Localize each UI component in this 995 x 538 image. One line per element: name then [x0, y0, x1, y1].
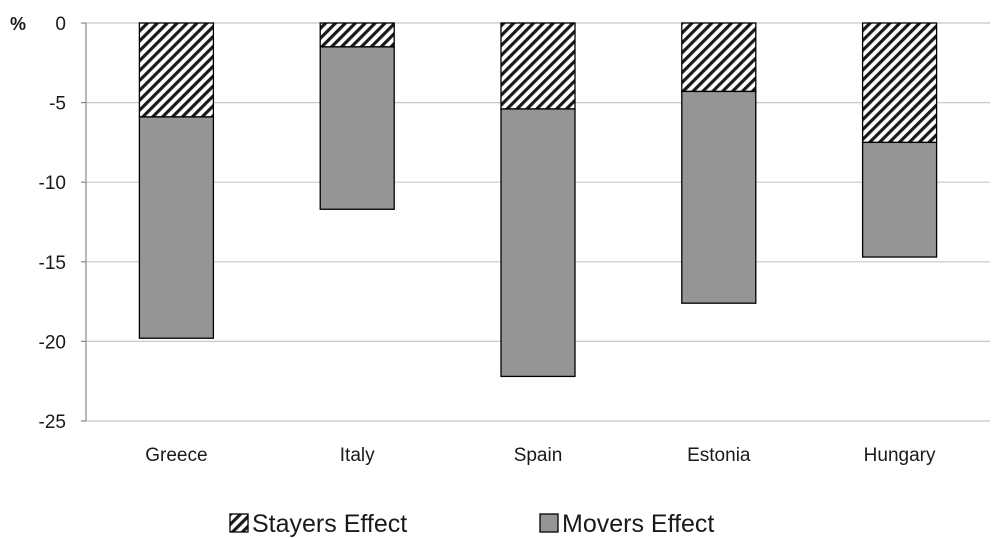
legend: Stayers Effect Movers Effect [229, 510, 714, 538]
bars [138, 22, 938, 378]
y-tick-label: -10 [39, 173, 66, 194]
stayers-effect-bar-spain [500, 22, 576, 110]
y-tick-label: -15 [39, 253, 66, 274]
legend-label-stayers: Stayers Effect [252, 510, 407, 538]
stayers-effect-bar-hungary [861, 22, 938, 144]
y-axis-ticks: 0 -5 -10 -15 -20 -25 [39, 14, 66, 433]
x-category-label: Spain [514, 445, 563, 466]
y-tick-label: -5 [49, 94, 66, 115]
legend-label-movers: Movers Effect [562, 510, 714, 538]
x-category-label: Greece [145, 445, 207, 466]
movers-effect-bar-hungary [861, 141, 938, 258]
x-category-label: Italy [340, 445, 375, 466]
movers-effect-bar-italy [319, 46, 395, 210]
legend-swatch-stayers [229, 513, 249, 533]
y-axis-unit-label: % [10, 14, 26, 34]
y-tick-label: 0 [55, 14, 66, 35]
stayers-effect-bar-estonia [681, 22, 757, 93]
movers-effect-bar-greece [138, 116, 215, 339]
x-category-label: Estonia [687, 445, 751, 466]
x-axis-labels: Greece Italy Spain Estonia Hungary [145, 445, 936, 466]
stayers-effect-bar-italy [319, 22, 395, 48]
legend-swatch-movers [539, 513, 559, 533]
movers-effect-bar-estonia [681, 90, 757, 304]
y-tick-label: -25 [39, 412, 66, 433]
x-category-label: Hungary [864, 445, 936, 466]
y-tick-label: -20 [39, 332, 66, 353]
movers-effect-bar-spain [500, 108, 576, 378]
stayers-effect-bar-greece [138, 22, 215, 118]
